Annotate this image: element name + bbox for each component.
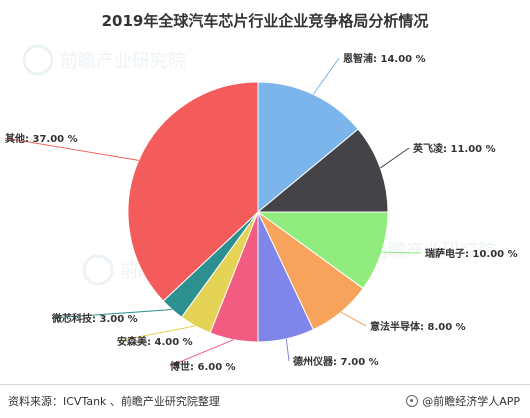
leader-line-7 — [116, 325, 196, 342]
slice-label-2: 英飞凌: 11.00 % — [412, 142, 496, 155]
chart-title: 2019年全球汽车芯片行业企业竞争格局分析情况 — [101, 12, 429, 30]
slice-label-6: 博世: 6.00 % — [170, 360, 236, 373]
watermark-logo: 前瞻产业研究院 — [22, 44, 186, 76]
leader-line-5 — [285, 338, 290, 362]
leader-line-8 — [51, 309, 173, 319]
leader-line-6 — [169, 339, 234, 367]
brand-icon — [406, 395, 419, 407]
pie-slice-1 — [257, 81, 359, 214]
footer-source: 资料来源：ICVTank 、前瞻产业研究院整理 — [8, 395, 220, 408]
leader-line-9 — [4, 137, 139, 161]
slice-label-4: 意法半导体: 8.00 % — [370, 320, 466, 333]
slice-label-3: 瑞萨电子: 10.00 % — [425, 247, 518, 260]
slice-label-8: 微芯科技: 3.00 % — [51, 312, 138, 325]
slice-label-1: 恩智浦: 14.00 % — [343, 52, 426, 65]
leader-line-1 — [312, 57, 340, 95]
footer-brand-text: @前瞻经济学人APP — [422, 395, 520, 408]
svg-text:前瞻产业研究院: 前瞻产业研究院 — [370, 241, 496, 262]
leader-line-2 — [380, 147, 410, 169]
leader-line-3 — [381, 251, 422, 254]
slice-label-5: 德州仪器: 7.00 % — [292, 355, 379, 368]
slice-label-7: 安森美: 4.00 % — [117, 335, 193, 348]
pie-slice-9 — [127, 81, 259, 302]
pie-slice-3 — [256, 211, 389, 290]
leader-line-4 — [340, 311, 367, 327]
footer-divider — [0, 384, 530, 385]
footer-brand: @前瞻经济学人APP — [406, 393, 520, 409]
slice-label-9: 其他: 37.00 % — [5, 132, 78, 145]
svg-text:前瞻产业研究院: 前瞻产业研究院 — [60, 51, 186, 72]
